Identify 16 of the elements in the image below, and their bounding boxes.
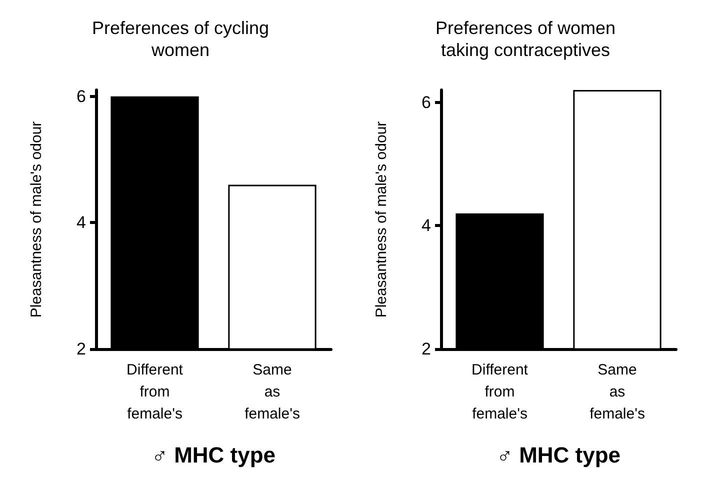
x-tick-label: Different from female's	[472, 362, 529, 422]
y-tick-label: 6	[422, 92, 431, 112]
chart-title: Preferences of women taking contraceptives	[435, 18, 616, 60]
x-axis-title: ♂ MHC type	[496, 442, 621, 468]
y-tick-label: 4	[76, 213, 86, 232]
y-tick-label: 2	[422, 340, 431, 358]
chart-title: Preferences of cycling women	[92, 18, 270, 60]
y-tick-label: 6	[76, 86, 86, 106]
x-tick-label: Same as female's	[244, 362, 300, 422]
x-tick-label: Different from female's	[126, 362, 184, 422]
x-tick-label: Same as female's	[590, 362, 645, 422]
y-tick-label: 2	[76, 340, 86, 358]
y-tick-label: 4	[422, 216, 431, 236]
y-axis-title: Pleasantness of male's odour	[373, 121, 390, 318]
y-axis-title: Pleasantness of male's odour	[28, 121, 45, 318]
x-axis-title: ♂ MHC type	[151, 442, 276, 468]
